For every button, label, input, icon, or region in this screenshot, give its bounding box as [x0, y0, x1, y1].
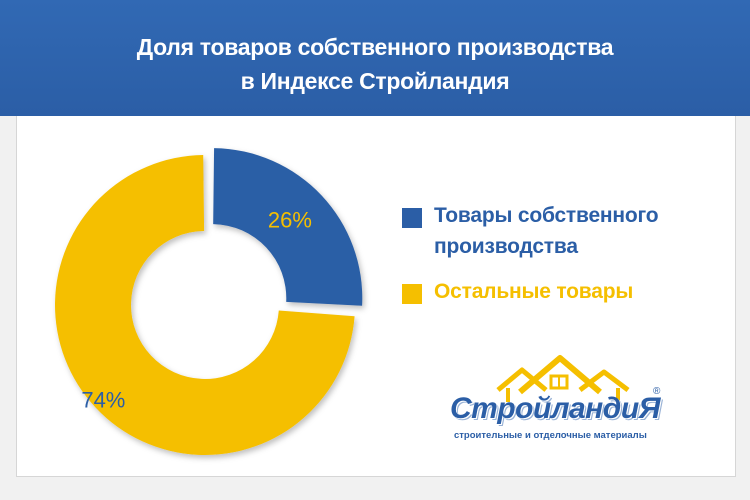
legend-label-own-products-line1: Товары собственного: [434, 204, 659, 227]
chart-title: Доля товаров собственного производства в…: [0, 30, 750, 98]
logo-subtitle: строительные и отделочные материалы: [454, 430, 647, 441]
registered-mark: ®: [653, 386, 661, 397]
donut-slice-0: [213, 148, 363, 306]
legend-swatch-other-products: [402, 284, 422, 304]
legend-item-other-products: Остальные товары: [402, 276, 722, 307]
donut-label-0: 26%: [268, 207, 312, 232]
legend-label-own-products-line2: производства: [434, 235, 578, 258]
header-banner: Доля товаров собственного производства в…: [0, 0, 750, 116]
house-roof-icon: [496, 355, 630, 402]
chart-title-line2: в Индексе Стройландия: [240, 68, 510, 94]
stroylandia-logo: СтройландиЯ строительные и отделочные ма…: [450, 352, 674, 444]
legend-item-own-products: Товары собственного производства: [402, 200, 722, 262]
donut-label-1: 74%: [81, 387, 125, 412]
legend-swatch-own-products: [402, 208, 422, 228]
legend-label-other-products: Остальные товары: [434, 280, 634, 303]
logo-name: СтройландиЯ: [450, 392, 661, 425]
chart-legend: Товары собственного производства Остальн…: [402, 200, 722, 321]
chart-title-line1: Доля товаров собственного производства: [136, 34, 614, 60]
donut-slice-1: [54, 155, 355, 455]
